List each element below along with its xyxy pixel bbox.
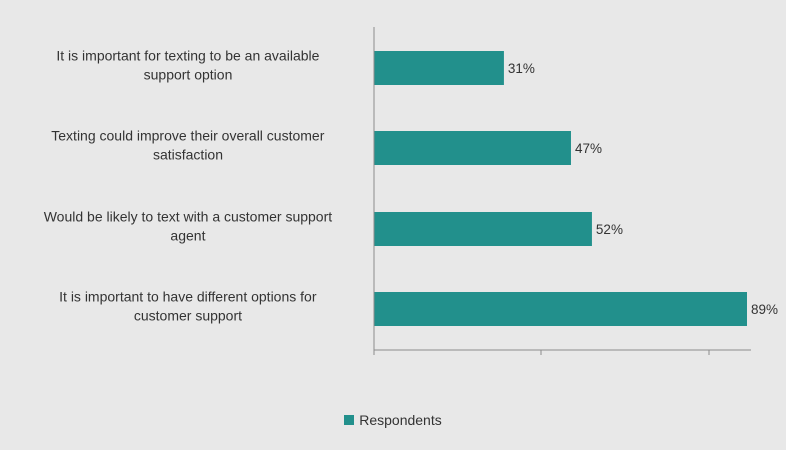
category-label-1-line-1: It is important for texting to be an ava… (56, 48, 319, 64)
bar-2 (374, 131, 571, 165)
legend-label: Respondents (359, 412, 442, 428)
category-label-2-line-1: Texting could improve their overall cust… (51, 128, 324, 144)
bar-3 (374, 212, 592, 246)
category-label-2-line-2: satisfaction (153, 147, 223, 163)
bars (374, 51, 747, 326)
value-label-3: 52% (596, 222, 623, 237)
value-label-1: 31% (508, 61, 535, 76)
value-labels: 31% 47% 52% 89% (508, 61, 778, 317)
category-label-1-line-2: support option (144, 67, 233, 83)
category-labels: It is important for texting to be an ava… (44, 48, 333, 324)
category-label-4-line-1: It is important to have different option… (59, 289, 317, 305)
axes (373, 27, 751, 355)
bar-1 (374, 51, 504, 85)
category-label-4-line-2: customer support (134, 308, 242, 324)
value-label-4: 89% (751, 302, 778, 317)
legend-swatch (344, 415, 355, 425)
value-label-2: 47% (575, 141, 602, 156)
category-label-3-line-1: Would be likely to text with a customer … (44, 209, 333, 225)
category-label-3-line-2: agent (170, 228, 205, 244)
bar-4 (374, 292, 747, 326)
legend: Respondents (0, 412, 786, 428)
